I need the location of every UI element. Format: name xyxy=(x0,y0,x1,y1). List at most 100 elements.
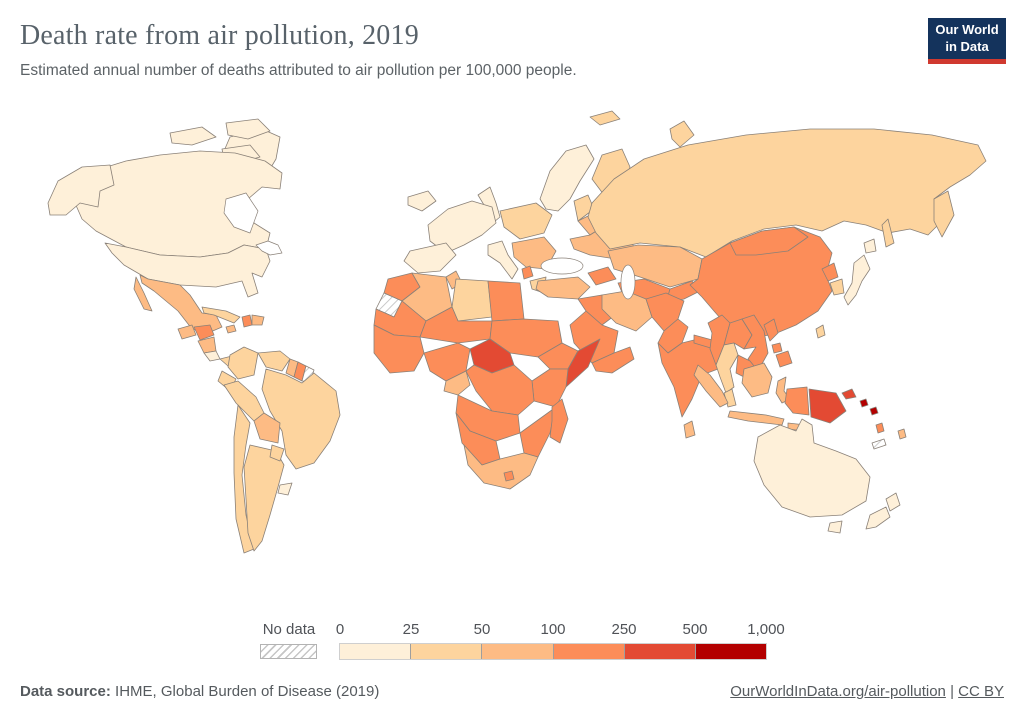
region-solomon-islands-2[interactable] xyxy=(869,406,879,416)
region-kamchatka[interactable] xyxy=(933,190,955,238)
region-south-africa[interactable] xyxy=(463,444,539,490)
hudson-bay xyxy=(223,192,259,234)
region-new-caledonia[interactable] xyxy=(871,438,887,450)
great-lakes xyxy=(255,240,283,256)
region-taiwan[interactable] xyxy=(815,324,826,339)
owid-logo[interactable]: Our World in Data xyxy=(928,18,1006,64)
legend-tick-label: 0 xyxy=(335,621,345,638)
region-cuba[interactable] xyxy=(201,306,241,324)
region-alaska[interactable] xyxy=(47,164,115,216)
region-haiti[interactable] xyxy=(241,314,253,328)
data-source: Data source: IHME, Global Burden of Dise… xyxy=(20,683,379,700)
region-novaya-zemlya[interactable] xyxy=(669,120,695,148)
region-solomon-islands-1[interactable] xyxy=(859,398,869,408)
region-bolivia[interactable] xyxy=(253,412,281,444)
region-colombia[interactable] xyxy=(227,346,259,380)
region-australia[interactable] xyxy=(753,418,871,518)
region-philippines-luzon[interactable] xyxy=(763,318,779,342)
region-arctic-island-1[interactable] xyxy=(169,126,217,146)
legend-bin-0[interactable] xyxy=(340,644,411,659)
region-iceland[interactable] xyxy=(407,190,437,212)
page-title: Death rate from air pollution, 2019 xyxy=(20,20,419,51)
region-sumatra[interactable] xyxy=(693,364,729,408)
legend-tick-label: 100 xyxy=(540,621,566,638)
page-subtitle: Estimated annual number of deaths attrib… xyxy=(20,62,577,79)
world-map xyxy=(30,103,990,615)
region-libya[interactable] xyxy=(451,278,493,322)
footer-separator: | xyxy=(950,683,954,700)
region-arctic-island-2[interactable] xyxy=(225,118,271,140)
region-dominican-republic[interactable] xyxy=(251,314,265,326)
region-philippines-visayas[interactable] xyxy=(771,342,783,354)
region-yemen-oman[interactable] xyxy=(591,346,635,374)
license-link[interactable]: CC BY xyxy=(958,683,1004,700)
region-mongolia[interactable] xyxy=(729,226,809,256)
region-vanuatu[interactable] xyxy=(875,422,885,434)
data-source-text: IHME, Global Burden of Disease (2019) xyxy=(115,683,380,700)
region-uruguay[interactable] xyxy=(277,482,293,496)
region-iberia[interactable] xyxy=(403,242,457,274)
region-south-korea[interactable] xyxy=(829,278,845,296)
footer: Data source: IHME, Global Burden of Dise… xyxy=(20,683,1004,700)
legend-bin-4[interactable] xyxy=(623,644,695,659)
region-brazil[interactable] xyxy=(261,368,341,470)
footer-links: OurWorldInData.org/air-pollution | CC BY xyxy=(730,683,1004,700)
region-paraguay[interactable] xyxy=(269,444,285,462)
region-new-zealand-south[interactable] xyxy=(865,506,891,530)
legend-tick-label: 1,000 xyxy=(747,621,785,638)
region-sakhalin[interactable] xyxy=(881,218,895,248)
region-new-britain[interactable] xyxy=(841,388,857,400)
legend-bar xyxy=(339,643,767,660)
legend-bin-5[interactable] xyxy=(694,644,767,659)
region-lesotho[interactable] xyxy=(503,470,515,482)
region-costa-rica[interactable] xyxy=(203,350,221,362)
region-egypt[interactable] xyxy=(487,280,525,322)
region-tasmania[interactable] xyxy=(827,520,843,534)
region-venezuela[interactable] xyxy=(257,350,291,372)
region-caucasus[interactable] xyxy=(587,266,617,286)
logo-line2: in Data xyxy=(945,38,989,54)
region-papua-new-guinea[interactable] xyxy=(808,388,847,424)
legend-tick-label: 500 xyxy=(682,621,708,638)
region-somalia[interactable] xyxy=(565,338,601,388)
region-albania[interactable] xyxy=(521,265,534,280)
region-north-korea[interactable] xyxy=(821,262,839,282)
region-honduras[interactable] xyxy=(193,324,215,341)
region-madagascar[interactable] xyxy=(549,398,569,444)
world-map-svg xyxy=(47,110,987,554)
region-java[interactable] xyxy=(727,410,785,426)
legend-tick-label: 250 xyxy=(611,621,637,638)
black-sea xyxy=(540,257,584,275)
region-turkey[interactable] xyxy=(535,276,591,300)
region-svalbard[interactable] xyxy=(589,110,621,126)
region-west-africa[interactable] xyxy=(373,324,425,374)
region-italy[interactable] xyxy=(487,240,519,280)
region-hokkaido[interactable] xyxy=(863,238,877,254)
region-norway-sweden[interactable] xyxy=(539,144,595,212)
region-philippines-mindanao[interactable] xyxy=(775,350,793,368)
no-data-swatch[interactable] xyxy=(260,644,317,659)
region-japan[interactable] xyxy=(843,254,871,306)
region-argentina[interactable] xyxy=(243,444,285,552)
region-drc[interactable] xyxy=(465,364,535,416)
legend-tick-label: 50 xyxy=(473,621,491,638)
region-new-zealand-north[interactable] xyxy=(885,492,901,512)
region-central-europe[interactable] xyxy=(499,202,553,240)
region-mozambique-zimbabwe[interactable] xyxy=(519,406,557,458)
region-fiji[interactable] xyxy=(897,428,907,440)
legend-bin-2[interactable] xyxy=(481,644,553,659)
caspian-sea xyxy=(620,264,636,300)
region-gabon[interactable] xyxy=(443,370,471,396)
logo-line1: Our World xyxy=(935,21,999,37)
owid-article-link[interactable]: OurWorldInData.org/air-pollution xyxy=(730,683,946,700)
region-guatemala[interactable] xyxy=(177,324,197,340)
legend-bin-3[interactable] xyxy=(552,644,624,659)
region-jamaica[interactable] xyxy=(225,324,237,334)
region-mexico[interactable] xyxy=(133,274,223,334)
legend-bin-1[interactable] xyxy=(410,644,482,659)
region-thailand[interactable] xyxy=(715,342,739,394)
region-west-papua[interactable] xyxy=(784,386,810,416)
region-sri-lanka[interactable] xyxy=(683,420,696,439)
region-borneo[interactable] xyxy=(741,362,773,398)
